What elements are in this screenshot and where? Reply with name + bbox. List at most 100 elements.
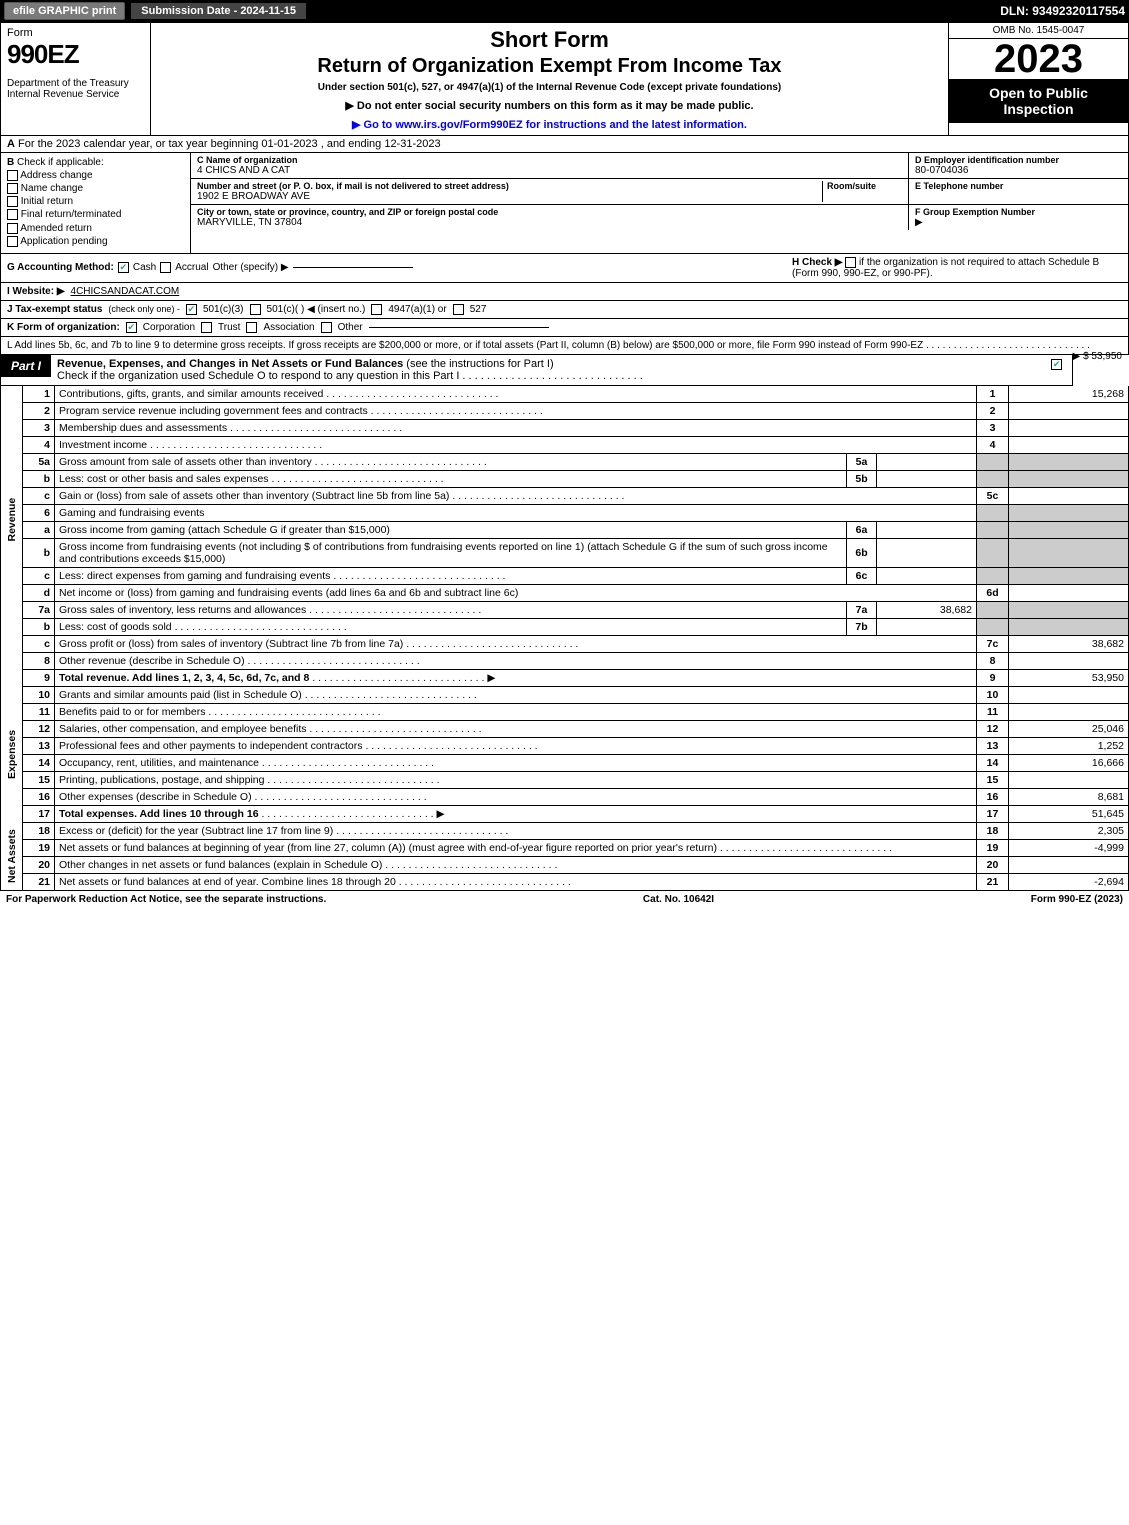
l-arrow: ▶ $ [1073, 351, 1089, 362]
chk-schedule-o[interactable] [1051, 359, 1062, 370]
chk-name-change[interactable]: Name change [7, 183, 184, 194]
footer-mid: Cat. No. 10642I [643, 894, 714, 905]
c-city-label: City or town, state or province, country… [197, 207, 902, 217]
chk-amended-return[interactable]: Amended return [7, 223, 184, 234]
val-20 [1009, 856, 1129, 873]
header-left: Form 990EZ Department of the Treasury In… [1, 23, 151, 135]
part1-title: Revenue, Expenses, and Changes in Net As… [57, 358, 403, 370]
chk-4947[interactable] [371, 304, 382, 315]
row-gh: G Accounting Method: Cash Accrual Other … [0, 254, 1129, 283]
ein: 80-0704036 [915, 165, 1122, 176]
val-6d [1009, 584, 1129, 601]
chk-association[interactable] [246, 322, 257, 333]
h-label: H Check ▶ [792, 257, 842, 268]
j-label: J Tax-exempt status [7, 304, 102, 315]
val-9: 53,950 [1009, 669, 1129, 686]
side-revenue: Revenue [1, 386, 23, 653]
instr-2: ▶ Go to www.irs.gov/Form990EZ for instru… [159, 118, 940, 131]
val-17: 51,645 [1009, 805, 1129, 822]
val-6c [877, 567, 977, 584]
val-5a [877, 453, 977, 470]
chk-trust[interactable] [201, 322, 212, 333]
val-13: 1,252 [1009, 737, 1129, 754]
val-5c [1009, 487, 1129, 504]
dept-label: Department of the Treasury Internal Reve… [7, 78, 144, 100]
header-mid: Short Form Return of Organization Exempt… [151, 23, 948, 135]
chk-501c[interactable] [250, 304, 261, 315]
org-addr: 1902 E BROADWAY AVE [197, 191, 822, 202]
val-6a [877, 521, 977, 538]
row-a-text: For the 2023 calendar year, or tax year … [18, 138, 441, 150]
group-exemption: ▶ [915, 217, 1122, 228]
chk-final-return[interactable]: Final return/terminated [7, 209, 184, 220]
title-return: Return of Organization Exempt From Incom… [159, 55, 940, 78]
c-name-label: C Name of organization [197, 155, 902, 165]
val-3 [1009, 419, 1129, 436]
form-label: Form [7, 27, 144, 39]
chk-cash[interactable] [118, 262, 129, 273]
val-16: 8,681 [1009, 788, 1129, 805]
submission-date: Submission Date - 2024-11-15 [131, 3, 306, 19]
val-5b [877, 470, 977, 487]
val-4 [1009, 436, 1129, 453]
chk-application-pending[interactable]: Application pending [7, 236, 184, 247]
side-expenses: Expenses [1, 686, 23, 822]
chk-initial-return[interactable]: Initial return [7, 196, 184, 207]
d-label: D Employer identification number [915, 155, 1122, 165]
i-label: I Website: ▶ [7, 286, 65, 297]
website-link[interactable]: 4CHICSANDACAT.COM [71, 286, 180, 297]
val-7a: 38,682 [877, 601, 977, 618]
row-a: A For the 2023 calendar year, or tax yea… [0, 136, 1129, 153]
part1-tab: Part I [1, 355, 51, 377]
val-6b [877, 538, 977, 567]
val-1: 15,268 [1009, 386, 1129, 403]
org-city: MARYVILLE, TN 37804 [197, 217, 902, 228]
row-k: K Form of organization: Corporation Trus… [0, 319, 1129, 337]
subtitle: Under section 501(c), 527, or 4947(a)(1)… [159, 82, 940, 93]
efile-print-button[interactable]: efile GRAPHIC print [4, 2, 125, 20]
chk-corporation[interactable] [126, 322, 137, 333]
row-j: J Tax-exempt status (check only one) - 5… [0, 301, 1129, 319]
val-10 [1009, 686, 1129, 703]
top-bar: efile GRAPHIC print Submission Date - 20… [0, 0, 1129, 22]
block-bcdef: B Check if applicable: Address change Na… [0, 153, 1129, 254]
footer-right: Form 990-EZ (2023) [1031, 894, 1123, 905]
val-11 [1009, 703, 1129, 720]
form-number: 990EZ [7, 39, 144, 70]
side-net-assets: Net Assets [1, 822, 23, 890]
irs-link[interactable]: ▶ Go to www.irs.gov/Form990EZ for instru… [352, 119, 747, 131]
l-text: L Add lines 5b, 6c, and 7b to line 9 to … [7, 340, 923, 351]
chk-527[interactable] [453, 304, 464, 315]
j-text: (check only one) - [108, 304, 180, 314]
val-12: 25,046 [1009, 720, 1129, 737]
tax-year: 2023 [949, 39, 1128, 79]
val-8 [1009, 652, 1129, 669]
open-public-inspection: Open to Public Inspection [949, 79, 1128, 123]
row-i: I Website: ▶ 4CHICSANDACAT.COM [0, 283, 1129, 301]
chk-other-org[interactable] [321, 322, 332, 333]
page-footer: For Paperwork Reduction Act Notice, see … [0, 891, 1129, 908]
chk-address-change[interactable]: Address change [7, 170, 184, 181]
g-label: G Accounting Method: [7, 262, 114, 273]
form-header: Form 990EZ Department of the Treasury In… [0, 22, 1129, 136]
org-name: 4 CHICS AND A CAT [197, 165, 902, 176]
part1-check-text: Check if the organization used Schedule … [57, 370, 459, 382]
dln: DLN: 93492320117554 [1000, 4, 1125, 18]
val-21: -2,694 [1009, 873, 1129, 890]
row-l: L Add lines 5b, 6c, and 7b to line 9 to … [0, 337, 1129, 355]
lines-table: Revenue 1Contributions, gifts, grants, a… [0, 386, 1129, 891]
f-label: F Group Exemption Number [915, 207, 1122, 217]
chk-501c3[interactable] [186, 304, 197, 315]
chk-accrual[interactable] [160, 262, 171, 273]
val-7c: 38,682 [1009, 635, 1129, 652]
title-short-form: Short Form [159, 27, 940, 53]
val-14: 16,666 [1009, 754, 1129, 771]
e-label: E Telephone number [915, 181, 1122, 191]
part1-header: Part I Revenue, Expenses, and Changes in… [0, 355, 1073, 386]
chk-h[interactable] [845, 257, 856, 268]
val-2 [1009, 402, 1129, 419]
col-cdef: C Name of organization4 CHICS AND A CAT … [191, 153, 1128, 253]
val-19: -4,999 [1009, 839, 1129, 856]
l-val: 53,950 [1091, 351, 1122, 362]
room-label: Room/suite [827, 181, 902, 191]
